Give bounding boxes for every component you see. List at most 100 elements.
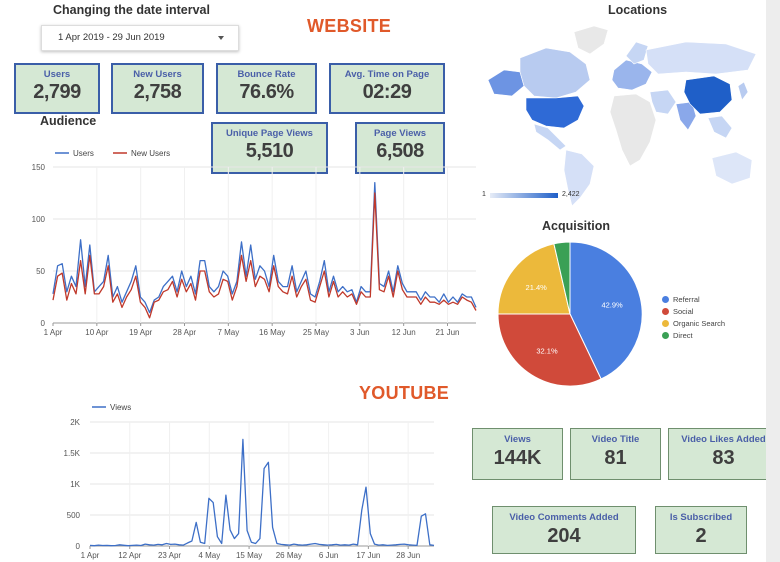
pie-data-label: 42.9% — [601, 300, 623, 309]
kpi-value: 2,799 — [33, 81, 81, 103]
page-edge — [766, 0, 780, 562]
pie-legend-referral: Referral — [662, 295, 700, 304]
map-color-scale — [490, 193, 558, 198]
x-tick-label: 19 Apr — [129, 328, 152, 337]
legend-label: Users — [73, 149, 94, 158]
x-tick-label: 28 Jun — [396, 551, 420, 560]
website-section-title: WEBSITE — [307, 16, 392, 36]
kpi-value: 2,758 — [133, 81, 182, 103]
x-tick-label: 23 Apr — [158, 551, 181, 560]
kpi-label: Is Subscribed — [669, 512, 733, 523]
audience-chart-title: Audience — [40, 114, 97, 128]
legend-label: New Users — [131, 149, 170, 158]
x-tick-label: 15 May — [236, 551, 262, 560]
kpi-yt-is-subscribed: Is Subscribed 2 — [655, 506, 747, 554]
legend-dot-icon — [662, 296, 669, 303]
legend-label: Referral — [673, 295, 700, 304]
kpi-yt-views: Views 144K — [472, 428, 563, 480]
x-tick-label: 25 May — [303, 328, 329, 337]
x-tick-label: 26 May — [276, 551, 302, 560]
x-tick-label: 12 Jun — [392, 328, 416, 337]
kpi-label: Avg. Time on Page — [344, 69, 430, 80]
series-line-new-users — [52, 192, 477, 319]
x-tick-label: 28 Apr — [173, 328, 196, 337]
kpi-label: Unique Page Views — [226, 128, 313, 139]
kpi-label: Page Views — [373, 128, 427, 139]
x-tick-label: 4 May — [198, 551, 220, 560]
youtube-section-title: YOUTUBE — [359, 383, 450, 403]
pie-legend-direct: Direct — [662, 331, 693, 340]
map-scale-max: 2,422 — [562, 191, 580, 198]
kpi-avg-time-on-page: Avg. Time on Page 02:29 — [329, 63, 445, 114]
kpi-value: 5,510 — [245, 140, 294, 162]
kpi-unique-page-views: Unique Page Views 5,510 — [211, 122, 328, 174]
pie-slice-direct — [553, 241, 571, 315]
legend-dot-icon — [662, 320, 669, 327]
kpi-label: Views — [504, 434, 531, 445]
kpi-label: Video Comments Added — [509, 512, 619, 523]
kpi-users: Users 2,799 — [14, 63, 100, 114]
x-tick-label: 1 Apr — [44, 328, 63, 337]
pie-legend-organic-search: Organic Search — [662, 319, 725, 328]
kpi-value: 81 — [604, 447, 627, 469]
pie-slice-referral — [569, 241, 643, 380]
kpi-value: 76.6% — [239, 81, 294, 103]
x-tick-label: 17 Jun — [356, 551, 380, 560]
date-range-selector[interactable]: 1 Apr 2019 - 29 Jun 2019 — [41, 25, 239, 51]
pie-slice-social — [497, 313, 602, 387]
chevron-down-icon — [218, 36, 224, 40]
kpi-label: Bounce Rate — [237, 69, 296, 80]
pie-data-label: 21.4% — [526, 283, 548, 292]
y-tick-label: 1K — [70, 480, 80, 489]
legend-label: Direct — [673, 331, 693, 340]
x-tick-label: 21 Jun — [435, 328, 459, 337]
legend-label: Views — [110, 403, 131, 412]
legend-label: Social — [673, 307, 694, 316]
y-tick-label: 2K — [70, 418, 80, 427]
kpi-page-views: Page Views 6,508 — [355, 122, 445, 174]
legend-dot-icon — [662, 308, 669, 315]
series-line-users — [52, 181, 477, 314]
pie-slice-organic-search — [497, 243, 571, 315]
y-tick-label: 0 — [76, 542, 81, 551]
x-tick-label: 12 Apr — [118, 551, 141, 560]
acquisition-title: Acquisition — [542, 219, 611, 233]
kpi-value: 2 — [695, 525, 707, 547]
x-tick-label: 16 May — [259, 328, 285, 337]
y-tick-label: 50 — [36, 267, 45, 276]
kpi-value: 6,508 — [376, 140, 424, 162]
locations-title: Locations — [608, 3, 668, 17]
audience-line-chart: 0 50 100 150 1 Apr 10 Apr 19 Apr 28 Apr 7 May 16 … — [32, 149, 477, 337]
legend-label: Organic Search — [673, 319, 726, 328]
acquisition-pie-chart: 42.9% 32.1% 21.4% — [497, 241, 643, 387]
y-tick-label: 100 — [32, 215, 46, 224]
date-interval-title: Changing the date interval — [53, 3, 210, 17]
kpi-label: New Users — [133, 69, 182, 80]
y-tick-label: 150 — [32, 163, 46, 172]
kpi-yt-video-likes: Video Likes Added 83 — [668, 428, 779, 480]
kpi-value: 144K — [493, 447, 542, 469]
youtube-views-line-chart: 0 500 1K 1.5K 2K 1 Apr 12 Apr 23 Apr 4 May 15 May… — [64, 403, 435, 560]
pie-legend-social: Social — [662, 307, 693, 316]
x-tick-label: 10 Apr — [85, 328, 108, 337]
kpi-label: Users — [43, 69, 71, 80]
map-scale-min: 1 — [482, 191, 486, 198]
series-line-views — [89, 438, 435, 547]
x-tick-label: 3 Jun — [350, 328, 370, 337]
kpi-yt-video-comments: Video Comments Added 204 — [492, 506, 636, 554]
pie-data-label: 32.1% — [536, 347, 558, 356]
kpi-new-users: New Users 2,758 — [111, 63, 204, 114]
kpi-value: 83 — [712, 447, 735, 469]
world-map — [486, 20, 764, 210]
kpi-value: 02:29 — [362, 81, 412, 103]
legend-dot-icon — [662, 332, 669, 339]
y-tick-label: 0 — [41, 319, 46, 328]
x-tick-label: 1 Apr — [81, 551, 100, 560]
x-tick-label: 7 May — [217, 328, 239, 337]
kpi-label: Video Likes Added — [681, 434, 766, 445]
kpi-label: Video Title — [591, 434, 640, 445]
x-tick-label: 6 Jun — [319, 551, 339, 560]
kpi-bounce-rate: Bounce Rate 76.6% — [216, 63, 317, 114]
kpi-yt-video-title: Video Title 81 — [570, 428, 661, 480]
date-range-value: 1 Apr 2019 - 29 Jun 2019 — [58, 32, 165, 43]
